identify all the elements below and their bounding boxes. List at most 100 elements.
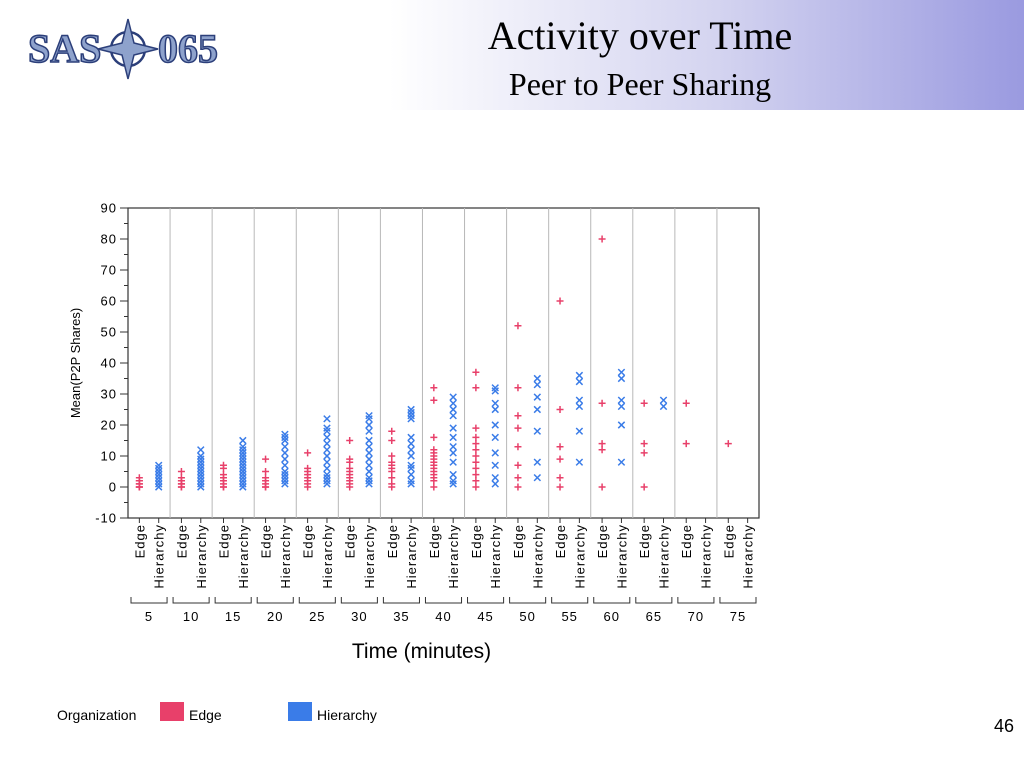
data-point-hierarchy [617, 421, 626, 429]
data-point-edge [388, 458, 396, 466]
data-point-hierarchy [617, 402, 626, 411]
data-point-edge [514, 461, 522, 469]
plot-frame [127, 207, 760, 519]
data-point-edge [430, 483, 438, 491]
data-point-hierarchy [323, 452, 331, 460]
group-bracket [256, 597, 294, 604]
data-point-hierarchy [154, 480, 163, 488]
data-point-hierarchy [197, 446, 205, 454]
x-subcategory-label: Edge [511, 524, 526, 558]
data-point-edge [430, 384, 438, 392]
data-point-hierarchy [449, 442, 457, 451]
data-point-hierarchy [407, 411, 415, 420]
data-point-edge [388, 480, 396, 488]
data-point-hierarchy [407, 439, 415, 448]
y-axis-label: Mean(P2P Shares) [68, 308, 83, 418]
x-subcategory-label: Edge [679, 524, 694, 558]
data-point-hierarchy [365, 411, 373, 420]
data-point-hierarchy [323, 458, 331, 466]
data-point-hierarchy [365, 421, 373, 429]
data-point-hierarchy [407, 405, 415, 414]
data-point-hierarchy [365, 477, 373, 485]
data-point-hierarchy [365, 427, 373, 435]
group-bracket [635, 597, 673, 604]
data-point-edge [556, 406, 564, 413]
x-subcategory-label: Edge [259, 524, 274, 558]
x-group-label: 40 [435, 609, 451, 624]
group-bracket [719, 597, 757, 604]
data-point-hierarchy [449, 477, 457, 485]
data-point-hierarchy [323, 473, 331, 482]
data-point-edge [346, 455, 354, 463]
data-point-edge [682, 440, 690, 448]
x-subcategory-label: Hierarchy [699, 524, 714, 589]
data-point-hierarchy [154, 473, 163, 482]
legend-label-hierarchy: Hierarchy [317, 707, 377, 723]
x-subcategory-label: Hierarchy [446, 524, 461, 589]
data-point-edge [388, 452, 396, 460]
data-point-hierarchy [281, 480, 289, 488]
data-point-hierarchy [407, 452, 415, 460]
group-bracket [382, 597, 420, 604]
data-point-hierarchy [449, 399, 457, 408]
x-group-label: 60 [604, 609, 620, 624]
y-tick-label: 80 [101, 232, 117, 247]
group-bracket [340, 597, 378, 604]
data-point-edge [472, 440, 480, 448]
data-point-hierarchy [239, 461, 247, 470]
data-point-hierarchy [533, 458, 542, 466]
data-point-hierarchy [617, 374, 626, 383]
data-point-hierarchy [281, 467, 289, 476]
data-point-hierarchy [407, 477, 415, 485]
y-tick-label: 30 [101, 387, 117, 402]
data-point-hierarchy [407, 433, 415, 442]
x-group-label: 10 [183, 609, 199, 624]
group-bracket [424, 597, 463, 604]
x-group-label: 20 [267, 609, 283, 624]
data-point-hierarchy [154, 483, 163, 491]
y-tick-label: 70 [101, 263, 117, 278]
data-point-hierarchy [491, 480, 499, 488]
data-point-hierarchy [239, 483, 247, 491]
data-point-edge [640, 440, 648, 448]
svg-text:SAS: SAS [28, 26, 101, 71]
y-tick-label: 40 [101, 356, 117, 371]
data-point-hierarchy [239, 442, 247, 451]
data-point-hierarchy [323, 433, 331, 442]
data-point-edge [472, 464, 480, 472]
data-point-hierarchy [239, 455, 247, 463]
data-point-edge [472, 384, 480, 392]
y-tick-label: 0 [109, 480, 117, 495]
data-point-hierarchy [239, 473, 247, 482]
data-point-hierarchy [659, 396, 668, 404]
data-point-edge [304, 464, 312, 472]
data-point-hierarchy [491, 387, 499, 395]
data-point-hierarchy [491, 433, 499, 442]
data-point-hierarchy [365, 467, 373, 476]
data-point-hierarchy [533, 393, 542, 401]
data-point-hierarchy [239, 458, 247, 466]
data-point-hierarchy [617, 368, 626, 377]
data-point-hierarchy [533, 374, 542, 383]
legend-swatch-edge [160, 702, 184, 721]
data-point-edge [262, 468, 270, 475]
data-point-hierarchy [407, 470, 415, 479]
data-point-hierarchy [323, 415, 331, 423]
data-point-edge [472, 477, 480, 485]
group-bracket [130, 597, 168, 604]
data-point-hierarchy [407, 480, 415, 488]
slide-subtitle: Peer to Peer Sharing [508, 66, 772, 102]
slide-title: Activity over Time [487, 13, 793, 58]
data-point-hierarchy [449, 405, 457, 414]
group-bracket [677, 597, 715, 604]
data-point-edge [640, 449, 648, 457]
y-tick-label: 60 [101, 294, 117, 309]
group-bracket [551, 597, 589, 604]
x-group-label: 35 [393, 609, 409, 624]
x-subcategory-label: Edge [385, 524, 400, 558]
data-point-edge [598, 399, 606, 407]
data-point-hierarchy [281, 442, 289, 451]
data-point-hierarchy [281, 477, 289, 485]
data-point-hierarchy [239, 477, 247, 485]
x-subcategory-label: Edge [595, 524, 610, 558]
